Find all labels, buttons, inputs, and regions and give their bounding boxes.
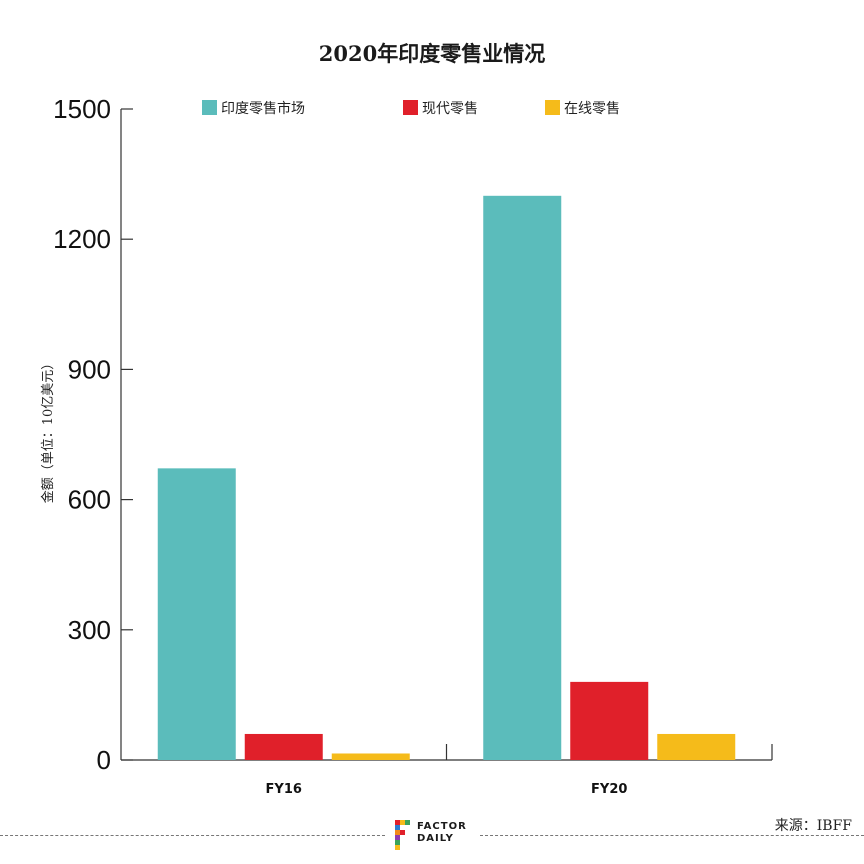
- legend-label: 在线零售: [564, 101, 620, 117]
- legend-label: 印度零售市场: [221, 100, 305, 117]
- chart-title: 2020年印度零售业情况: [318, 41, 546, 66]
- footer-divider-right: [480, 835, 864, 836]
- legend-swatch: [202, 100, 217, 115]
- y-tick-label: 0: [97, 745, 111, 775]
- source-note: 来源：IBFF: [774, 818, 852, 834]
- y-tick-label: 900: [68, 354, 111, 384]
- y-axis-label: 金额（单位：10亿美元）: [40, 357, 56, 504]
- legend: 印度零售市场 现代零售 在线零售: [202, 100, 620, 117]
- axes: 0 300 600 900 1200 1500 FY16 FY20: [53, 94, 773, 797]
- factor-daily-logo: FACTOR DAILY: [393, 818, 483, 854]
- y-tick-label: 1500: [53, 94, 111, 124]
- bar: [483, 195, 562, 761]
- bar: [331, 753, 410, 760]
- legend-swatch: [403, 100, 418, 115]
- legend-swatch: [545, 100, 560, 115]
- bar: [157, 468, 236, 760]
- x-tick-label: FY16: [266, 782, 302, 797]
- y-tick-label: 1200: [53, 224, 111, 254]
- x-tick-label: FY20: [591, 782, 627, 797]
- bar: [570, 681, 649, 760]
- factor-daily-logo-icon: [395, 820, 410, 850]
- y-tick-label: 300: [68, 615, 111, 645]
- brand-line-2: DAILY: [417, 833, 454, 844]
- bar: [657, 733, 736, 760]
- legend-label: 现代零售: [422, 101, 478, 117]
- bar: [244, 733, 323, 760]
- brand-line-1: FACTOR: [417, 821, 467, 832]
- bars: [157, 195, 736, 761]
- y-tick-label: 600: [68, 485, 111, 515]
- footer-divider-left: [0, 835, 385, 836]
